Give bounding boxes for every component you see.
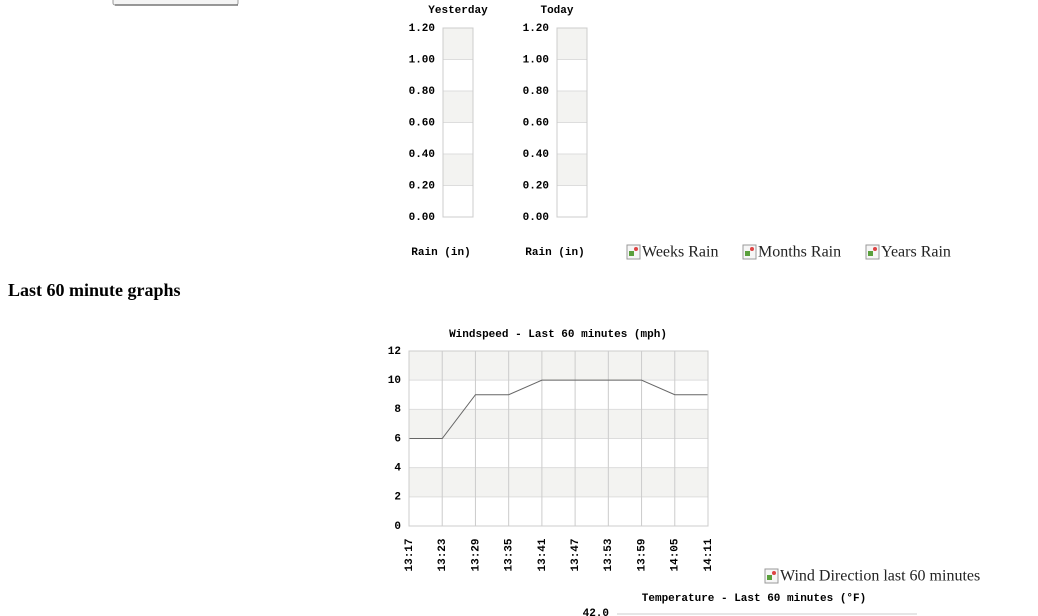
axis-label: Rain (in) bbox=[411, 247, 470, 259]
x-tick-label: 13:29 bbox=[470, 538, 482, 571]
x-tick-label: 14:11 bbox=[703, 538, 715, 571]
y-tick-label: 1.20 bbox=[409, 23, 435, 35]
y-tick-label: 0.80 bbox=[409, 86, 435, 98]
y-tick-label: 0.60 bbox=[523, 117, 549, 129]
plot-band bbox=[409, 351, 708, 381]
y-tick-label: 0.80 bbox=[523, 86, 549, 98]
plot-band bbox=[409, 409, 708, 439]
plot-band bbox=[557, 154, 587, 186]
data-line bbox=[409, 379, 708, 439]
y-tick-label: 8 bbox=[394, 404, 401, 416]
plot-band bbox=[443, 59, 473, 91]
x-tick-label: 13:17 bbox=[404, 538, 416, 571]
image-alt-text: Weeks Rain bbox=[642, 244, 718, 261]
chart-title: Today bbox=[540, 5, 573, 17]
y-tick-label: 12 bbox=[388, 346, 401, 358]
y-tick-label: 0.40 bbox=[409, 149, 435, 161]
y-tick-label: 0.60 bbox=[409, 117, 435, 129]
y-tick-label: 0.20 bbox=[523, 180, 549, 192]
broken-image-glyph bbox=[745, 251, 750, 256]
plot-band bbox=[557, 28, 587, 60]
plot-band bbox=[409, 496, 708, 526]
broken-image-glyph bbox=[629, 251, 634, 256]
plot-band bbox=[557, 91, 587, 123]
y-tick-label: 1.20 bbox=[523, 23, 549, 35]
y-tick-label: 10 bbox=[388, 375, 401, 387]
y-tick-label: 4 bbox=[394, 463, 401, 475]
image-alt-text: Months Rain bbox=[758, 244, 841, 261]
y-tick-label: 0.40 bbox=[523, 149, 549, 161]
plot-band bbox=[443, 154, 473, 186]
plot-band bbox=[443, 91, 473, 123]
chart-title: Windspeed - Last 60 minutes (mph) bbox=[449, 329, 667, 341]
y-tick-label: 42.0 bbox=[583, 608, 609, 616]
x-tick-label: 13:35 bbox=[504, 538, 516, 571]
broken-image-glyph bbox=[634, 247, 638, 251]
plot-band bbox=[557, 59, 587, 91]
y-tick-label: 0.00 bbox=[523, 212, 549, 224]
broken-image-glyph bbox=[750, 247, 754, 251]
y-tick-label: 0 bbox=[394, 521, 401, 533]
plot-band bbox=[409, 438, 708, 468]
plot-band bbox=[557, 185, 587, 217]
plot-band bbox=[443, 28, 473, 60]
image-alt-text: Years Rain bbox=[881, 244, 951, 261]
image-alt-text: Wind Direction last 60 minutes bbox=[780, 568, 980, 585]
plot-band bbox=[443, 185, 473, 217]
x-tick-label: 13:53 bbox=[603, 538, 615, 571]
broken-image-glyph bbox=[767, 575, 772, 580]
y-tick-label: 2 bbox=[394, 492, 401, 504]
chart-title: Yesterday bbox=[428, 5, 488, 17]
plot-band bbox=[557, 122, 587, 154]
broken-image-glyph bbox=[772, 571, 776, 575]
y-tick-label: 1.00 bbox=[409, 54, 435, 66]
x-tick-label: 13:41 bbox=[537, 538, 549, 571]
x-tick-label: 13:23 bbox=[437, 538, 449, 571]
plot-band bbox=[443, 122, 473, 154]
chart-title: Temperature - Last 60 minutes (°F) bbox=[642, 593, 866, 605]
broken-image-glyph bbox=[868, 251, 873, 256]
section-heading: Last 60 minute graphs bbox=[8, 280, 181, 300]
y-tick-label: 1.00 bbox=[523, 54, 549, 66]
plot-band bbox=[409, 467, 708, 497]
plot-band bbox=[409, 380, 708, 410]
axis-label: Rain (in) bbox=[525, 247, 584, 259]
plot-border bbox=[408, 350, 709, 527]
x-tick-label: 14:05 bbox=[670, 538, 682, 571]
y-tick-label: 0.00 bbox=[409, 212, 435, 224]
broken-image-glyph bbox=[873, 247, 877, 251]
y-tick-label: 6 bbox=[394, 433, 401, 445]
x-tick-label: 13:47 bbox=[570, 538, 582, 571]
plot-border bbox=[556, 27, 588, 218]
plot-border bbox=[442, 27, 474, 218]
y-tick-label: 0.20 bbox=[409, 180, 435, 192]
x-tick-label: 13:59 bbox=[636, 538, 648, 571]
